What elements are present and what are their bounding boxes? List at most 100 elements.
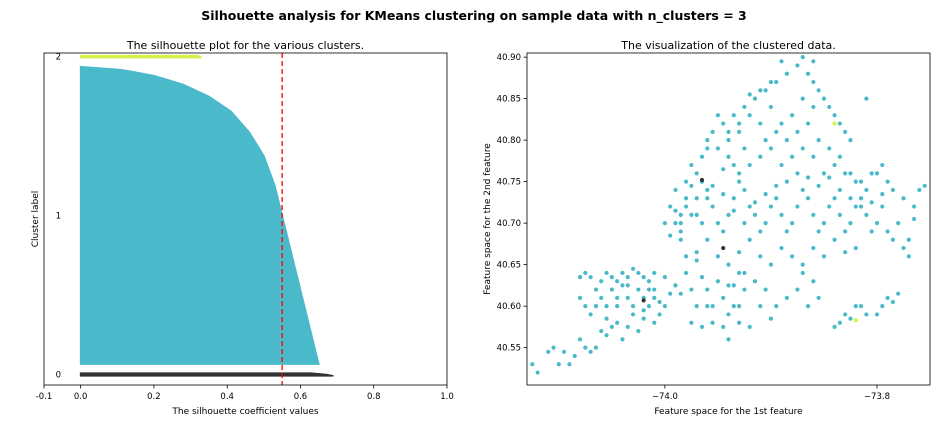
scatter-xlabel: Feature space for the 1st feature: [654, 407, 803, 417]
scatter-point: [816, 183, 821, 188]
scatter-point: [774, 183, 779, 188]
scatter-point: [683, 179, 689, 184]
scatter-point: [795, 171, 800, 176]
scatter-point: [858, 204, 864, 209]
scatter-point: [705, 187, 710, 193]
scatter-point: [721, 192, 726, 197]
scatter-point: [636, 287, 641, 292]
scatter-point: [864, 312, 869, 317]
cluster-label-2: 2: [56, 53, 61, 63]
scatter-point: [737, 250, 742, 255]
scatter-point: [715, 254, 720, 259]
scatter-point: [874, 312, 880, 317]
scatter-ytick-label: 40.60: [497, 302, 521, 312]
scatter-point: [896, 291, 901, 296]
scatter-xtick-label: −74.0: [652, 392, 678, 402]
scatter-point: [774, 304, 779, 309]
scatter-point: [843, 250, 848, 255]
scatter-point: [853, 204, 858, 209]
scatter-point: [715, 113, 720, 118]
scatter-point: [683, 204, 689, 209]
scatter-point: [768, 204, 774, 209]
scatter-point: [758, 121, 763, 126]
scatter-point: [609, 275, 614, 280]
scatter-point: [731, 162, 736, 168]
scatter-point: [630, 312, 636, 317]
scatter-point: [758, 154, 763, 159]
scatter-point: [615, 295, 620, 300]
scatter-point: [832, 324, 837, 329]
scatter-point: [705, 196, 710, 201]
scatter-point: [731, 304, 736, 309]
silhouette-plot-area: 0 1 2: [56, 53, 334, 385]
scatter-point: [689, 162, 694, 168]
scatter-point: [774, 129, 779, 134]
scatter-points: [530, 55, 927, 375]
scatter-point: [805, 196, 811, 201]
scatter-point: [710, 204, 715, 209]
scatter-point: [625, 324, 630, 329]
scatter-point: [609, 324, 614, 329]
scatter-point: [673, 283, 678, 288]
scatter-point: [805, 304, 811, 309]
scatter-point: [832, 121, 837, 126]
scatter-point: [583, 270, 588, 276]
scatter-point: [848, 196, 853, 201]
scatter-point: [853, 318, 858, 323]
scatter-point: [858, 304, 864, 309]
scatter-point: [885, 179, 890, 184]
scatter-point: [683, 254, 689, 259]
scatter-point: [858, 196, 864, 201]
scatter-point: [731, 113, 736, 118]
scatter-point: [890, 237, 895, 242]
scatter-point: [721, 324, 726, 329]
scatter-point: [609, 287, 614, 292]
silhouette-xtick-label: 0.4: [220, 392, 234, 402]
scatter-point: [768, 79, 774, 85]
scatter-point: [625, 283, 630, 288]
silhouette-xtick-label: 0.2: [147, 392, 161, 402]
scatter-point: [636, 328, 641, 334]
scatter-point: [747, 113, 752, 118]
scatter-point: [652, 287, 657, 292]
scatter-point: [837, 154, 842, 159]
scatter-point: [588, 312, 593, 317]
scatter-point: [821, 171, 827, 176]
scatter-point: [874, 221, 880, 226]
scatter-point: [811, 212, 816, 217]
scatter-point: [742, 146, 747, 151]
scatter-point: [726, 212, 731, 217]
scatter-point: [832, 237, 837, 242]
scatter-point: [869, 171, 874, 176]
silhouette-xtick-label: 0.6: [294, 392, 308, 402]
scatter-point: [853, 245, 858, 251]
scatter-point: [705, 237, 710, 242]
scatter-point: [805, 121, 811, 126]
scatter-point: [588, 349, 593, 354]
scatter-point: [678, 221, 683, 226]
silhouette-xtick-label: -0.1: [36, 392, 53, 402]
scatter-point: [694, 250, 699, 255]
scatter-point: [768, 262, 774, 267]
scatter-point: [917, 187, 922, 193]
scatter-point: [784, 295, 789, 300]
scatter-point: [816, 88, 821, 93]
scatter-point: [710, 183, 715, 188]
scatter-point: [721, 121, 726, 126]
scatter-point: [705, 304, 710, 309]
scatter-point: [811, 279, 816, 284]
scatter-point: [763, 138, 768, 143]
scatter-point: [689, 212, 694, 217]
scatter-point: [784, 138, 789, 143]
silhouette-xlabel: The silhouette coefficient values: [171, 407, 319, 417]
scatter-point: [853, 179, 858, 184]
scatter-point: [689, 183, 694, 188]
scatter-axes-frame: [526, 52, 931, 386]
scatter-point: [551, 345, 556, 350]
scatter-point: [837, 187, 842, 193]
scatter-point: [805, 175, 811, 180]
scatter-point: [652, 295, 657, 300]
scatter-point: [678, 212, 683, 217]
silhouette-axes-frame: [43, 52, 448, 386]
scatter-point: [678, 229, 683, 234]
